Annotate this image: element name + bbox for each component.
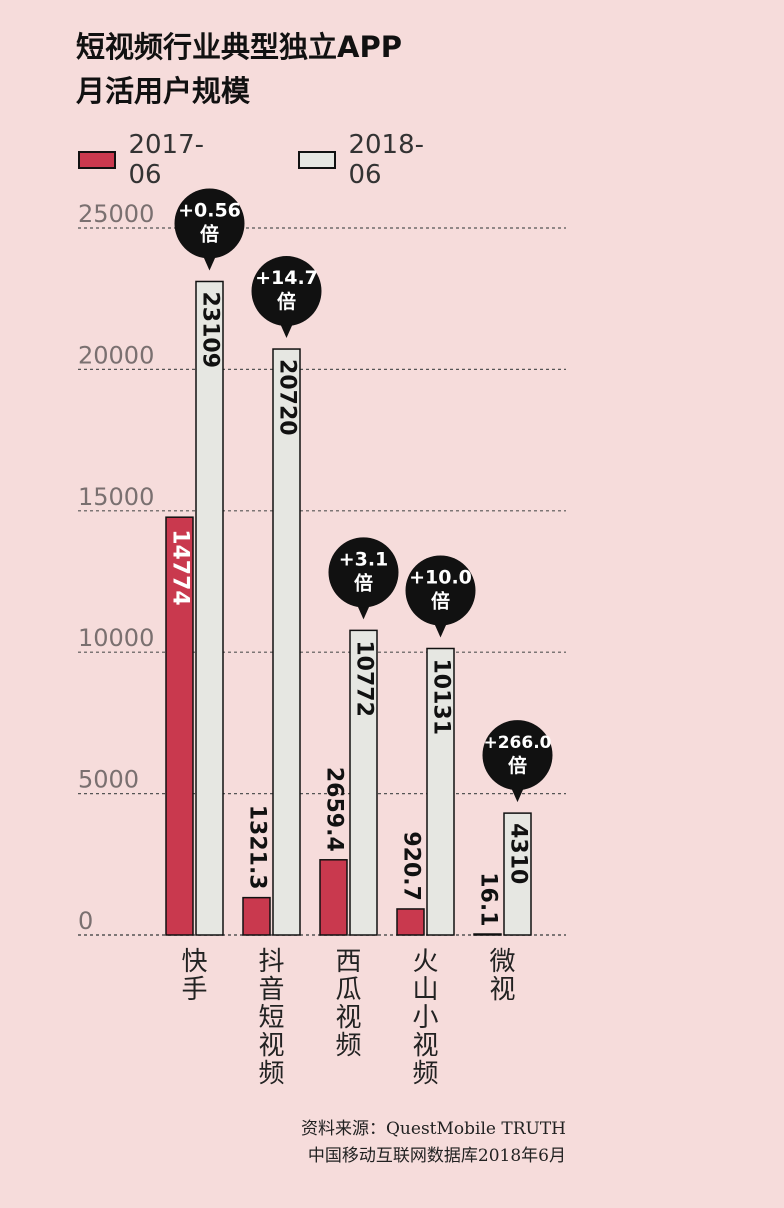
data-label-2018: 20720	[275, 359, 300, 436]
growth-value: +3.1	[339, 548, 389, 570]
x-category-label: 频	[335, 1031, 361, 1061]
chart-title-line2: 月活用户规模	[76, 74, 251, 108]
data-label-2017: 920.7	[399, 831, 424, 901]
x-category-label: 手	[181, 975, 207, 1005]
data-label-2018: 10131	[429, 658, 454, 735]
x-category-label: 小	[412, 1003, 438, 1033]
x-category-label: 快	[181, 947, 207, 977]
growth-unit: 倍	[431, 589, 450, 612]
x-category-label: 视	[412, 1031, 438, 1061]
x-category-label: 短	[258, 1003, 284, 1033]
x-category-label: 山	[412, 975, 438, 1005]
data-label-2018: 23109	[198, 291, 223, 368]
y-tick-label: 0	[78, 907, 93, 935]
bar-2017	[319, 859, 348, 936]
bar-2018	[349, 629, 378, 936]
x-category-label: 微	[489, 947, 515, 977]
y-tick-label: 25000	[78, 200, 154, 228]
x-category-label: 视	[489, 975, 515, 1005]
legend-label-2017: 2017-06	[128, 130, 205, 190]
bar-2017	[473, 933, 502, 936]
x-category-label: 视	[335, 1003, 361, 1033]
x-category-label: 抖	[258, 947, 284, 977]
bar-2018	[272, 348, 301, 936]
y-tick-label: 5000	[78, 766, 139, 794]
growth-unit: 倍	[200, 222, 219, 245]
data-label-2018: 10772	[352, 640, 377, 717]
x-category-label: 火	[412, 947, 438, 977]
growth-value: +266.0	[483, 733, 551, 753]
bar-chart: 0 5000 10000 15000 20000 25000 14774 23109 +0.56…	[78, 188, 566, 1089]
legend-swatch-2017	[78, 151, 117, 169]
chart-title-line1: 短视频行业典型独立APP	[76, 30, 402, 64]
growth-unit: 倍	[277, 290, 296, 313]
x-category-label: 瓜	[335, 975, 361, 1005]
growth-bubble	[482, 720, 553, 791]
bar-2017	[165, 516, 194, 936]
source-note-line2: 中国移动互联网数据库2018年6月	[307, 1146, 566, 1166]
bar-2017	[396, 908, 425, 936]
growth-bubble	[251, 256, 322, 327]
legend-item-2018: 2018-06	[298, 130, 434, 190]
y-tick-label: 20000	[78, 341, 154, 369]
x-category-label: 视	[258, 1031, 284, 1061]
x-category-label: 音	[258, 975, 284, 1005]
bar-2017	[242, 896, 271, 936]
growth-value: +14.7	[255, 267, 318, 289]
growth-unit: 倍	[354, 571, 373, 594]
growth-unit: 倍	[508, 754, 527, 777]
data-label-2017: 2659.4	[322, 767, 347, 852]
legend-item-2017: 2017-06	[78, 130, 214, 190]
x-category-label: 西	[335, 947, 361, 977]
data-label-2017: 1321.3	[245, 805, 270, 890]
growth-bubble	[405, 555, 476, 626]
bar-2018	[503, 812, 532, 936]
legend-label-2018: 2018-06	[348, 130, 425, 190]
growth-value: +0.56	[178, 199, 241, 221]
data-label-2018: 4310	[506, 823, 531, 884]
data-label-2017: 14774	[168, 529, 193, 606]
y-tick-label: 10000	[78, 624, 154, 652]
legend-swatch-2018	[298, 151, 337, 169]
bar-2018	[195, 280, 224, 936]
growth-bubble	[174, 188, 245, 259]
bar-2018	[426, 647, 455, 936]
y-tick-label: 15000	[78, 483, 154, 511]
growth-value: +10.0	[409, 566, 472, 588]
source-note-line1: 资料来源：QuestMobile TRUTH	[301, 1119, 566, 1139]
x-category-label: 频	[412, 1059, 438, 1089]
x-category-label: 频	[258, 1059, 284, 1089]
growth-bubble	[328, 537, 399, 608]
data-label-2017: 16.1	[476, 872, 501, 926]
